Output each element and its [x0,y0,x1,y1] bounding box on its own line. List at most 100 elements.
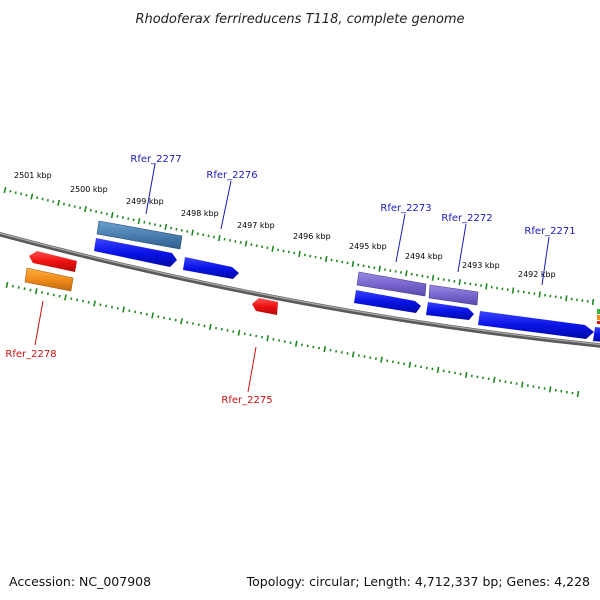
cds-arrow [478,311,594,339]
minor-tick [170,226,173,230]
major-tick [405,270,408,277]
minor-tick [89,208,92,212]
major-tick [3,186,7,194]
major-tick [408,361,412,368]
minor-tick [127,217,130,221]
major-tick [266,335,270,342]
major-tick [323,346,327,353]
minor-tick [180,228,183,232]
kbp-label-2494: 2494 kbp [405,252,443,261]
minor-tick [41,291,44,294]
major-tick [511,287,515,294]
minor-tick [116,214,119,218]
gene-feature-rfer-2273[interactable] [354,271,427,313]
major-tick [217,235,221,242]
minor-tick [105,212,108,216]
minor-tick [175,227,178,231]
major-tick [565,295,568,302]
major-tick [5,281,9,289]
minor-tick [23,287,26,291]
gene-label-rfer-2276[interactable]: Rfer_2276 [206,170,257,181]
edge-feature-red [597,321,600,324]
major-tick [137,217,141,225]
minor-tick [62,202,66,206]
minor-tick [143,220,146,224]
cds-arrow [183,257,239,279]
major-tick [164,223,168,230]
major-tick [458,279,461,286]
major-tick [271,245,275,252]
genome-summary-text: Topology: circular; Length: 4,712,337 bp… [246,574,590,589]
minor-tick [79,206,82,210]
major-tick [151,312,154,319]
gene-label-rfer-2272[interactable]: Rfer_2272 [441,213,492,224]
kbp-label-2501: 2501 kbp [14,171,52,180]
kbp-label-group: 2501 kbp 2500 kbp 2499 kbp 2498 kbp 2497… [14,171,556,279]
gene-bar [96,220,183,250]
major-tick [464,371,468,379]
minor-tick [20,192,23,196]
major-tick [191,229,194,236]
gene-feature-rfer-2278[interactable] [24,251,77,292]
cds-arrow [94,238,177,267]
edge-feature-green [597,309,600,314]
gene-feature-rfer-2277[interactable] [94,220,183,267]
major-tick [351,260,355,268]
cds-arrow-next [593,327,600,342]
minor-tick [36,196,39,200]
major-tick [576,390,580,398]
gene-label-rfer-2275[interactable]: Rfer_2275 [221,395,272,406]
cds-arrow [426,302,474,320]
minor-tick [29,288,32,292]
accession-text: Accession: NC_007908 [9,574,151,589]
gene-label-rfer-2278[interactable]: Rfer_2278 [5,349,56,360]
gene-label-rfer-2277[interactable]: Rfer_2277 [130,154,181,165]
kbp-label-2496: 2496 kbp [293,232,331,241]
major-tick [34,288,38,295]
minor-tick [14,191,17,194]
major-tick [298,250,301,258]
edge-feature-orange [597,315,600,320]
minor-tick [68,203,71,207]
major-tick [294,340,298,347]
major-tick [93,300,96,307]
gene-feature-rfer-2272[interactable] [426,284,479,320]
minor-tick [58,294,61,298]
gene-label-rfer-2273[interactable]: Rfer_2273 [380,203,431,214]
minor-tick [148,222,151,225]
kbp-label-2495: 2495 kbp [349,242,387,251]
gene-feature-rfer-2276[interactable] [183,257,239,279]
minor-tick [46,198,49,202]
gene-label-rfer-2271[interactable]: Rfer_2271 [524,226,575,237]
major-tick [64,294,67,301]
major-tick [244,240,248,247]
minor-tick [73,205,76,208]
minor-tick [95,210,98,213]
gene-feature-rfer-2275[interactable] [252,298,278,315]
minor-tick [100,211,103,215]
major-tick [180,318,183,325]
major-tick [431,274,435,281]
minor-tick [121,216,124,219]
major-tick [57,199,61,206]
major-tick [485,283,488,290]
minor-tick [46,292,49,296]
gene-feature-rfer-2271[interactable] [478,309,600,342]
outer-tick-ring [3,186,595,306]
major-tick [492,376,496,383]
kbp-label-2499: 2499 kbp [126,197,164,206]
minor-tick [186,230,189,233]
major-tick [30,193,34,200]
major-tick [237,329,241,336]
kbp-label-2498: 2498 kbp [181,209,219,218]
gene-bar [356,271,427,297]
gene-label-connectors [34,163,550,393]
kbp-label-2492: 2492 kbp [518,270,556,279]
gene-bar [428,284,479,306]
major-tick [83,205,87,213]
major-tick [324,255,328,263]
gene-label-group: Rfer_2277 Rfer_2276 Rfer_2273 Rfer_2272 … [5,154,575,406]
minor-tick [41,197,44,201]
major-tick [538,291,541,298]
